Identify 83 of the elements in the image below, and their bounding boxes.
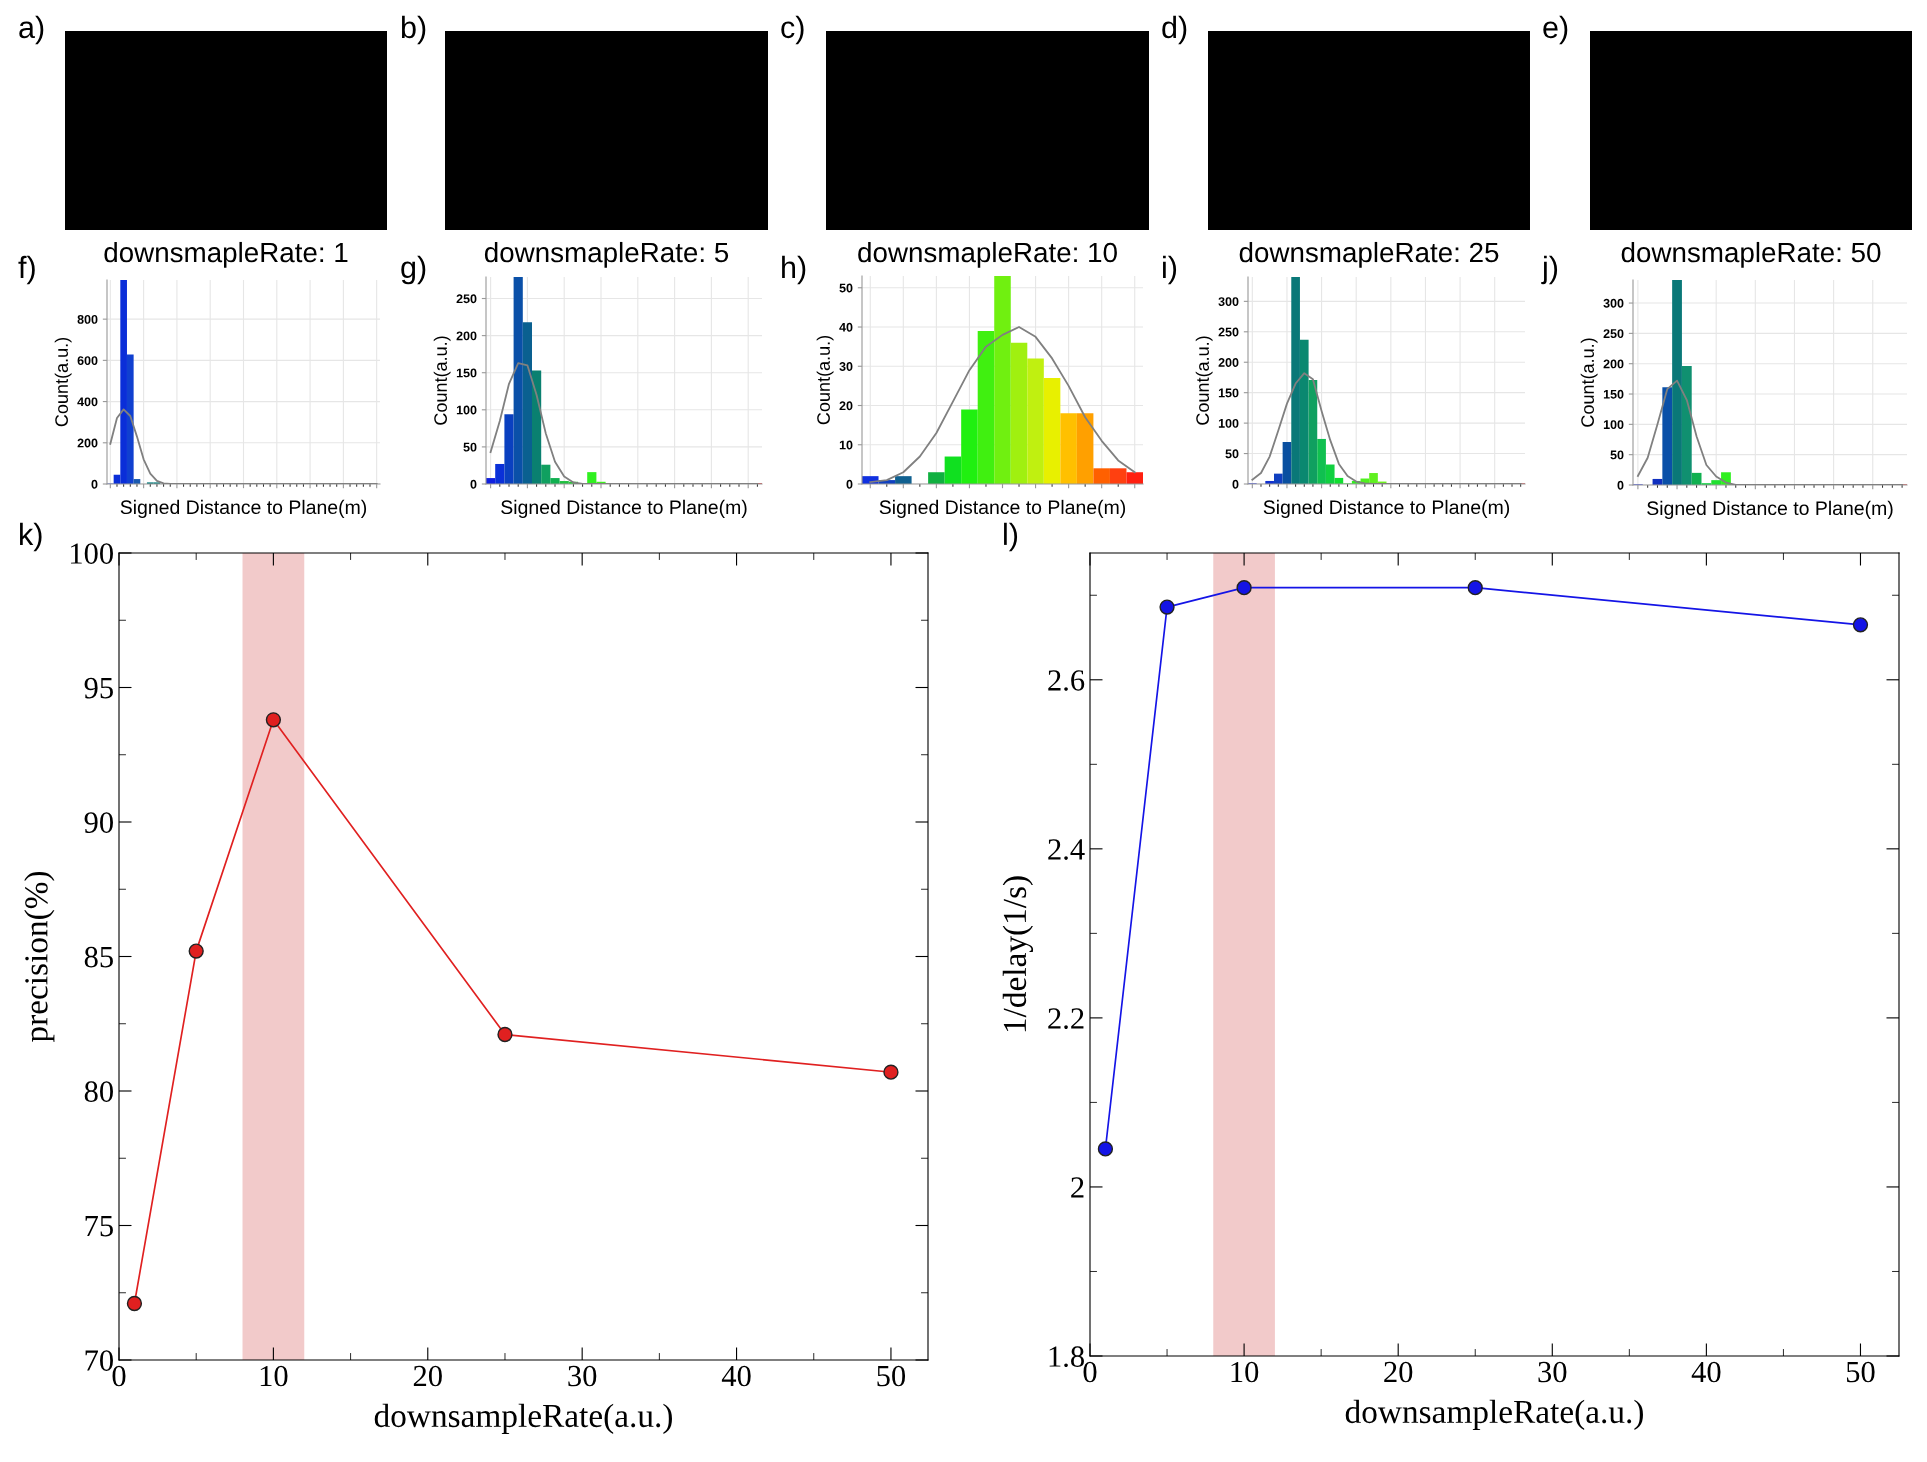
- y-tick-label: 0: [91, 479, 98, 489]
- y-tick-label: 250: [1603, 329, 1624, 339]
- x-axis-title: Signed Distance to Plane(m): [1647, 500, 1893, 519]
- x-axis-title: Signed Distance to Plane(m): [120, 499, 367, 518]
- text: c): [781, 15, 804, 45]
- y-tick-label: 0: [846, 479, 853, 489]
- y-tick-label: 2: [1071, 1177, 1084, 1198]
- text: downsmapleRate: 50: [1621, 241, 1881, 268]
- x-axis-title: downsampleRate(a.u.): [1345, 1399, 1643, 1430]
- y-tick-label: 150: [1603, 389, 1624, 399]
- x-axis-title: Signed Distance to Plane(m): [879, 499, 1126, 518]
- x-tick-label: 40: [1691, 1361, 1721, 1383]
- y-axis-title: Count(a.u.): [1195, 336, 1213, 425]
- y-tick-label: 300: [1603, 298, 1624, 308]
- text: i): [1163, 255, 1177, 285]
- y-axis-title: 1/delay(1/s): [1002, 876, 1034, 1032]
- text: downsmapleRate: 5: [484, 241, 729, 268]
- y-tick-label: 85: [84, 946, 113, 968]
- y-tick-label: 50: [463, 442, 477, 452]
- y-tick-label: 200: [456, 331, 477, 341]
- x-tick-label: 20: [1384, 1361, 1413, 1383]
- y-tick-label: 100: [70, 543, 113, 564]
- y-tick-label: 75: [85, 1216, 113, 1237]
- x-tick-label: 10: [260, 1365, 288, 1387]
- text: j): [1541, 255, 1558, 285]
- y-tick-label: 95: [84, 677, 113, 699]
- y-tick-label: 70: [85, 1350, 113, 1371]
- y-axis-title: Count(a.u.): [433, 336, 451, 425]
- text: downsmapleRate: 1: [104, 241, 348, 268]
- y-tick-label: 600: [77, 356, 98, 366]
- y-tick-label: 0: [1617, 480, 1624, 490]
- y-tick-label: 150: [456, 368, 477, 378]
- text: d): [1162, 15, 1187, 45]
- text: downsmapleRate: 10: [858, 241, 1117, 268]
- y-tick-label: 100: [456, 405, 477, 415]
- y-tick-label: 250: [456, 294, 477, 304]
- y-tick-label: 50: [1225, 449, 1239, 459]
- text: b): [401, 15, 426, 45]
- y-tick-label: 0: [1232, 479, 1239, 489]
- y-tick-label: 100: [1603, 420, 1624, 429]
- y-tick-label: 1.8: [1049, 1346, 1084, 1368]
- y-tick-label: 30: [839, 362, 853, 371]
- y-tick-label: 2.6: [1048, 670, 1085, 691]
- text: g): [401, 255, 426, 285]
- text: f): [18, 255, 35, 285]
- y-axis-title: precision(%): [24, 871, 55, 1043]
- x-tick-label: 20: [413, 1365, 442, 1387]
- y-tick-label: 150: [1218, 388, 1239, 398]
- text: k): [20, 522, 42, 552]
- x-tick-label: 30: [1538, 1361, 1567, 1383]
- y-tick-label: 2.4: [1048, 839, 1085, 860]
- x-axis-title: Signed Distance to Plane(m): [1263, 499, 1510, 518]
- y-tick-label: 10: [839, 440, 853, 450]
- y-tick-label: 80: [84, 1081, 113, 1102]
- x-tick-label: 30: [568, 1365, 597, 1387]
- text: downsmapleRate: 25: [1239, 241, 1499, 268]
- x-tick-label: 40: [721, 1365, 751, 1387]
- y-tick-label: 200: [1218, 358, 1239, 367]
- x-axis-title: downsampleRate(a.u.): [374, 1403, 672, 1434]
- y-tick-label: 0: [470, 479, 477, 489]
- y-tick-label: 800: [77, 314, 98, 324]
- y-tick-label: 2.2: [1048, 1008, 1084, 1029]
- y-tick-label: 200: [77, 438, 98, 448]
- y-tick-label: 20: [839, 401, 853, 411]
- y-tick-label: 50: [839, 283, 853, 293]
- text: e): [1543, 15, 1568, 45]
- y-axis-title: Count(a.u.): [816, 335, 834, 425]
- text: a): [19, 15, 44, 45]
- text: l): [1004, 522, 1018, 552]
- x-tick-label: 50: [877, 1365, 906, 1387]
- y-tick-label: 200: [1603, 359, 1624, 369]
- y-tick-label: 100: [1218, 418, 1239, 428]
- y-tick-label: 50: [1610, 450, 1624, 460]
- y-tick-label: 400: [77, 397, 98, 407]
- y-axis-title: Count(a.u.): [54, 337, 72, 427]
- y-tick-label: 250: [1218, 327, 1239, 337]
- text: h): [782, 255, 806, 285]
- x-axis-title: Signed Distance to Plane(m): [501, 499, 747, 518]
- x-tick-label: 50: [1846, 1361, 1875, 1383]
- y-tick-label: 40: [839, 322, 853, 332]
- y-tick-label: 90: [84, 812, 113, 833]
- y-tick-label: 300: [1218, 297, 1239, 307]
- y-axis-title: Count(a.u.): [1580, 338, 1598, 427]
